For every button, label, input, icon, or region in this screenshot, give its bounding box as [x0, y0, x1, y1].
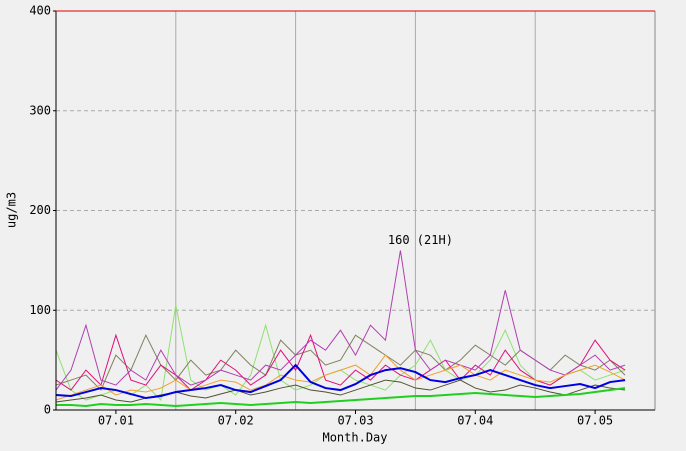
x-tick-label: 07.01	[98, 414, 134, 428]
y-axis-label: ug/m3	[5, 192, 19, 228]
x-tick-label: 07.03	[337, 414, 373, 428]
series-line	[55, 333, 626, 391]
x-tick-label: 07.05	[577, 414, 613, 428]
annotation: 160 (21H)	[388, 233, 453, 247]
y-tick-label: 400	[29, 4, 51, 18]
x-tick-label: 07.04	[457, 414, 493, 428]
x-axis-label: Month.Day	[322, 431, 387, 445]
series-line	[55, 250, 626, 391]
series-line	[55, 363, 626, 400]
series-line	[55, 354, 626, 401]
y-tick-label: 0	[44, 403, 51, 417]
x-tick-label: 07.02	[218, 414, 254, 428]
y-tick-label: 200	[29, 203, 51, 217]
y-tick-label: 300	[29, 103, 51, 117]
series-line	[56, 387, 626, 408]
y-tick-label: 100	[29, 303, 51, 317]
